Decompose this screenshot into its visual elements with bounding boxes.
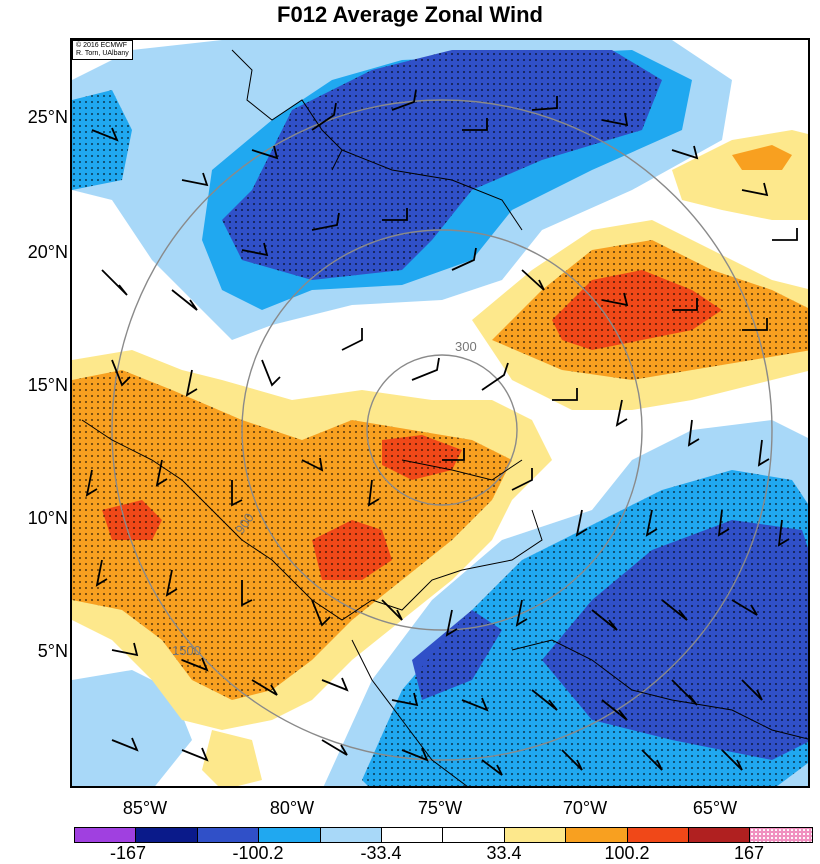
colorbar-tick-label: 100.2 bbox=[604, 843, 650, 863]
colorbar-swatch bbox=[627, 828, 689, 842]
lon-label-85w: 85°W bbox=[122, 798, 168, 818]
colorbar-swatch bbox=[259, 828, 321, 842]
colorbar-tick-label: -100.2 bbox=[232, 843, 284, 863]
colorbar-swatch bbox=[443, 828, 505, 842]
colorbar-tick-label: -167 bbox=[109, 843, 147, 863]
colorbar-swatch bbox=[504, 828, 567, 842]
lon-label-70w: 70°W bbox=[562, 798, 608, 818]
credit-line-1: © 2016 ECMWF bbox=[76, 42, 128, 49]
map-panel: 300 900 1500 bbox=[70, 38, 810, 788]
map-title: F012 Average Zonal Wind bbox=[277, 2, 543, 27]
colorbar-swatch bbox=[320, 828, 382, 842]
wind-barbs bbox=[85, 89, 798, 776]
lat-label-10n: 10°N bbox=[27, 508, 68, 528]
colorbar-swatch bbox=[688, 828, 751, 842]
lat-label-25n: 25°N bbox=[27, 107, 68, 127]
lat-label-20n: 20°N bbox=[27, 242, 68, 262]
colorbar-tick-label: -33.4 bbox=[360, 843, 402, 863]
colorbar-tick-label: 167 bbox=[733, 843, 765, 863]
colorbar-tick-label: 33.4 bbox=[486, 843, 522, 863]
colorbar-swatch bbox=[197, 828, 260, 842]
lon-label-75w: 75°W bbox=[417, 798, 463, 818]
colorbar-swatch bbox=[75, 828, 137, 842]
wind-field-map: 300 900 1500 bbox=[72, 40, 808, 786]
lon-label-80w: 80°W bbox=[269, 798, 315, 818]
distance-rings bbox=[111, 99, 773, 761]
data-credit: © 2016 ECMWF R. Torn, UAlbany bbox=[72, 40, 133, 60]
lat-label-15n: 15°N bbox=[27, 375, 68, 395]
colorbar-swatch bbox=[381, 828, 444, 842]
colorbar-swatch bbox=[566, 828, 628, 842]
colorbar bbox=[74, 827, 813, 843]
coastlines bbox=[81, 49, 808, 786]
credit-line-2: R. Torn, UAlbany bbox=[76, 50, 129, 57]
ring-label-outer: 1500 bbox=[172, 643, 201, 658]
ring-label-inner: 300 bbox=[455, 339, 477, 354]
colorbar-swatch bbox=[136, 828, 198, 842]
lat-label-5n: 5°N bbox=[37, 641, 68, 661]
colorbar-swatch bbox=[750, 828, 812, 842]
lon-label-65w: 65°W bbox=[692, 798, 738, 818]
